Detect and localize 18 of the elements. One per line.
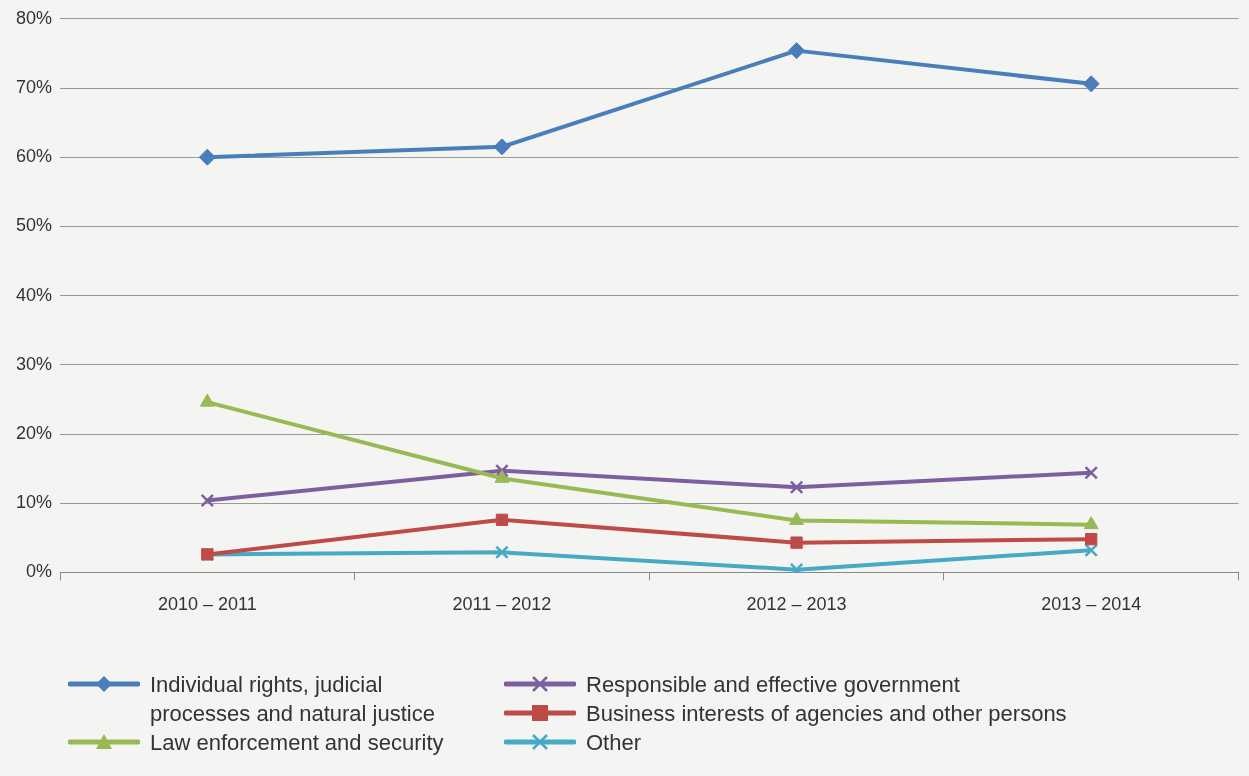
x-tick-label: 2010 – 2011 [157, 594, 257, 615]
x-tick-label: 2013 – 2014 [1041, 594, 1142, 615]
y-tick-label: 0% [26, 561, 53, 582]
y-tick-label: 10% [16, 492, 53, 513]
x-tick-label: 2011 – 2012 [452, 594, 552, 615]
y-tick-label: 20% [16, 422, 53, 443]
y-tick-label: 70% [16, 76, 53, 97]
legend-label: Law enforcement and security [150, 729, 444, 757]
y-tick-label: 30% [16, 353, 53, 374]
legend-label: Responsible and effective government [586, 671, 960, 699]
y-tick-label: 60% [16, 146, 53, 167]
x-tick-label: 2012 – 2013 [746, 594, 847, 615]
y-tick-label: 40% [16, 284, 53, 305]
legend-label: Business interests of agencies and other persons [586, 700, 1067, 728]
y-tick-label: 50% [16, 215, 53, 236]
legend-label: Individual rights, judicial processes and natural justice [150, 671, 436, 728]
y-tick-label: 80% [16, 7, 53, 28]
legend-label: Other [586, 729, 642, 757]
